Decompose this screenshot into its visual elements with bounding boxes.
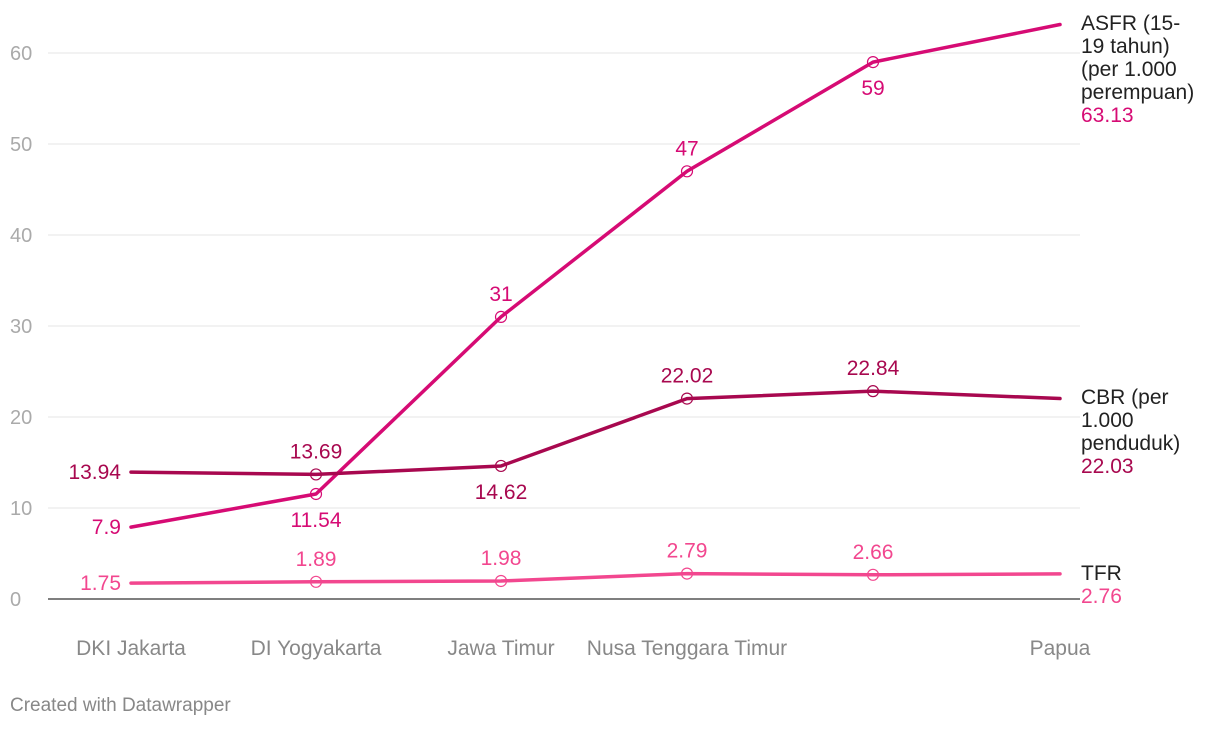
series-name-label: 1.000 bbox=[1081, 409, 1134, 432]
series-line bbox=[129, 571, 1062, 585]
series-line bbox=[129, 389, 1062, 477]
data-label: 2.66 bbox=[853, 541, 894, 564]
y-tick-label: 50 bbox=[10, 134, 32, 156]
data-point-marker bbox=[680, 165, 694, 178]
data-label: 1.75 bbox=[80, 572, 121, 595]
data-point-marker bbox=[494, 574, 508, 588]
x-category-label: Papua bbox=[1030, 637, 1091, 660]
series-name-label: TFR bbox=[1081, 562, 1122, 585]
data-label: 13.94 bbox=[68, 461, 121, 484]
data-label: 11.54 bbox=[291, 509, 342, 532]
data-point-marker bbox=[309, 468, 323, 481]
series-end-value: 63.13 bbox=[1081, 104, 1134, 127]
data-point-marker bbox=[866, 55, 880, 69]
x-category-label: Jawa Timur bbox=[447, 637, 554, 660]
data-label: 2.79 bbox=[667, 540, 708, 563]
series-name-label: ASFR (15- bbox=[1081, 12, 1180, 35]
y-tick-label: 40 bbox=[10, 225, 32, 247]
data-point-marker bbox=[494, 310, 508, 323]
data-label: 47 bbox=[675, 137, 698, 160]
y-tick-label: 20 bbox=[10, 407, 32, 429]
data-label: 1.89 bbox=[296, 548, 337, 571]
x-category-label: Nusa Tenggara Timur bbox=[587, 637, 787, 660]
data-label: 14.62 bbox=[475, 481, 528, 504]
data-point-marker bbox=[866, 385, 880, 398]
y-tick-label: 0 bbox=[10, 589, 21, 611]
data-point-marker bbox=[309, 487, 323, 501]
x-category-label: DKI Jakarta bbox=[76, 637, 186, 660]
x-category-label: DI Yogyakarta bbox=[251, 637, 382, 660]
series-name-label: penduduk) bbox=[1081, 432, 1180, 455]
y-tick-label: 30 bbox=[10, 316, 32, 338]
data-point-marker bbox=[680, 567, 694, 580]
line-chart: 0 10 20 30 40 50 60 DKI Jakarta DI Yogyakarta Jaw… bbox=[10, 12, 1194, 660]
data-label: 7.9 bbox=[92, 516, 121, 539]
series-name-label: perempuan) bbox=[1081, 81, 1194, 104]
series-end-value: 22.03 bbox=[1081, 455, 1134, 478]
data-label: 13.69 bbox=[290, 440, 343, 463]
data-label: 59 bbox=[861, 77, 884, 100]
data-point-marker bbox=[309, 575, 323, 588]
data-point-marker bbox=[494, 459, 508, 473]
series-name-label: 19 tahun) bbox=[1081, 35, 1170, 58]
data-point-marker bbox=[680, 392, 694, 405]
credit-text: Created with Datawrapper bbox=[10, 695, 231, 716]
data-label: 22.02 bbox=[661, 365, 714, 388]
series-name-label: CBR (per bbox=[1081, 386, 1169, 409]
data-point-marker bbox=[866, 568, 880, 581]
y-tick-label: 60 bbox=[10, 43, 32, 65]
data-label: 1.98 bbox=[481, 547, 522, 570]
y-tick-label: 10 bbox=[10, 498, 32, 520]
data-label: 31 bbox=[489, 283, 512, 306]
series-name-label: (per 1.000 bbox=[1081, 58, 1177, 81]
series-end-value: 2.76 bbox=[1081, 585, 1122, 608]
series-line bbox=[129, 22, 1062, 529]
data-label: 22.84 bbox=[847, 357, 900, 380]
